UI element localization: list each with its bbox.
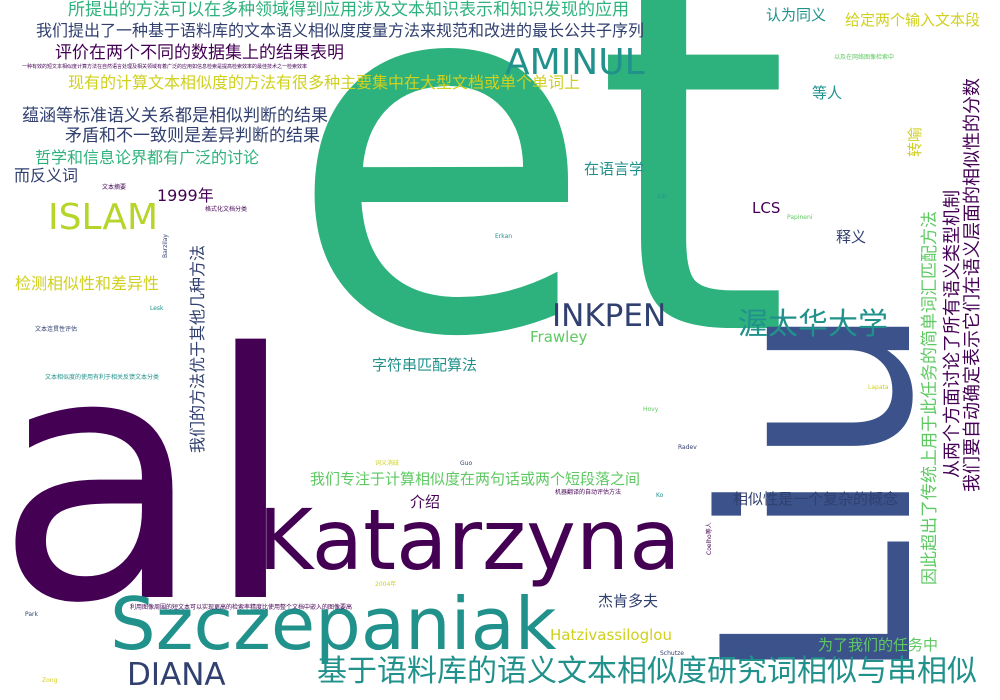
word-hovy: Hovy	[643, 406, 659, 413]
word-ottawa-university: 渥太华大学	[738, 307, 888, 342]
word-lapata: Lapata	[868, 384, 889, 391]
word-al: al	[0, 282, 298, 678]
word-2004: 2004年	[375, 581, 397, 588]
word-text-summary: 文本摘要	[102, 184, 127, 191]
word-relevance-feedback: 文本相似度的使用有利于相关反馈文本分类	[45, 374, 160, 381]
word-auto-score-semantic: 我们要自动确定表示它们在语义层面的相似性的分数	[962, 78, 983, 492]
word-synonymy: 认为同义	[766, 6, 827, 24]
word-similarity-complex-concept: 相似性是一个复杂的概念	[733, 490, 899, 508]
word-focus-two-sentences: 我们专注于计算相似度在两句话或两个短段落之间	[310, 470, 641, 488]
word-inkpen: INKPEN	[552, 298, 667, 334]
word-etal-chinese: 等人	[812, 84, 843, 102]
word-metonymy: 转喻	[906, 126, 924, 157]
word-et: et	[287, 0, 791, 446]
word-ko: Ko	[656, 492, 664, 499]
word-two-aspects-semantic: 从两个方面讨论了所有语义类型机制	[942, 190, 963, 478]
word-hatzivassiloglou: Hatzivassiloglou	[550, 626, 672, 644]
word-corpus-semantic-similarity: 基于语料库的语义文本相似度研究词相似与串相似	[317, 654, 977, 689]
word-our-method-outperforms: 我们的方法优于其他几种方法	[188, 244, 207, 453]
word-lcs: LCS	[752, 199, 781, 217]
word-mt-evaluation: 机器翻译的自动评估方法	[555, 489, 622, 496]
word-lesk: Lesk	[150, 305, 164, 312]
word-web-image-retrieval: 以及在网络图像检索中	[834, 54, 895, 61]
word-szczepaniak: Szczepaniak	[110, 582, 557, 666]
word-contradiction: 矛盾和不一致则是差异判断的结果	[65, 126, 320, 146]
word-text-coherence: 文本连贯性评估	[35, 326, 78, 333]
word-image-retrieval-long: 利用图像周围的短文本可以实现更高的检索率精度比使用整个文档中嵌入的图像要高	[130, 604, 353, 611]
word-lin: Lin	[658, 193, 667, 200]
word-coelho-etal: Coelho等人	[706, 522, 713, 555]
word-we-propose-corpus-method: 我们提出了一种基于语料库的文本语义相似度度量方法来规范和改进的最长公共子序列	[36, 21, 645, 40]
word-islam: ISLAM	[48, 197, 159, 238]
word-proposed-method-applications: 所提出的方法可以在多种领域得到应用涉及文本知识表示和知识发现的应用	[68, 0, 629, 20]
word-guo: Guo	[460, 460, 473, 467]
word-wsd: 词义消歧	[375, 460, 400, 467]
word-schutze: Schutze	[660, 650, 684, 657]
word-frawley: Frawley	[530, 328, 588, 346]
word-philosophy-discussion: 哲学和信息论界都有广泛的讨论	[35, 148, 260, 167]
word-erkan: Erkan	[495, 233, 513, 240]
word-katarzyna: Katarzyna	[258, 491, 681, 589]
word-park: Park	[25, 611, 38, 618]
word-zong: Zong	[42, 677, 58, 684]
word-format-doc-classification: 格式化文档分类	[205, 206, 248, 213]
word-jackendoff: 杰肯多夫	[598, 592, 659, 610]
word-antonym: 而反义词	[14, 166, 79, 185]
word-papineni: Papineni	[787, 214, 813, 221]
word-introduction: 介绍	[410, 493, 441, 511]
word-1999: 1999年	[157, 186, 214, 205]
word-beyond-lexical-matching: 因此超出了传统上用于此任务的简单词汇匹配方法	[920, 211, 940, 585]
word-given-two-texts: 给定两个输入文本段	[845, 11, 981, 29]
word-entailment-relations: 蕴涵等标准语义关系都是相似判断的结果	[22, 106, 328, 126]
word-for-our-task: 为了我们的任务中	[818, 636, 939, 654]
word-paraphrase: 释义	[836, 228, 867, 246]
word-linguistics: 在语言学	[584, 160, 645, 178]
word-detect-similarity: 检测相似性和差异性	[15, 274, 160, 293]
word-string-matching: 字符串匹配算法	[372, 356, 478, 374]
word-diana: DIANA	[127, 657, 226, 693]
word-barzilay: Barzilay	[162, 234, 169, 258]
word-radev: Radev	[678, 444, 697, 451]
word-short-text-similarity-tiny: 一种有效的短文本相似度计算方法在自然语言处理及相关领域有着广泛的应用如信息检索是…	[22, 64, 308, 70]
word-existing-methods: 现有的计算文本相似度的方法有很多种主要集中在大型文档或单个单词上	[68, 73, 581, 92]
word-evaluation-two-datasets: 评价在两个不同的数据集上的结果表明	[55, 43, 344, 63]
word-aminul: AMINUL	[505, 42, 645, 83]
